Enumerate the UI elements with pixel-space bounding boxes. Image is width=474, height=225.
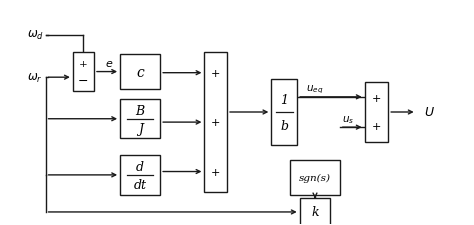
Text: $e$: $e$ [105,58,114,68]
Text: −: − [78,74,89,87]
Bar [120,155,160,195]
Bar [120,100,160,139]
Bar [300,199,330,225]
Text: +: + [211,68,220,78]
Text: sgn(s): sgn(s) [299,173,331,182]
Text: $u_{eq}$: $u_{eq}$ [306,83,323,95]
Text: 1: 1 [280,94,288,107]
Text: dt: dt [134,178,146,191]
Text: $U$: $U$ [424,106,435,119]
Text: $u_s$: $u_s$ [342,113,355,125]
Bar [365,82,388,143]
Text: b: b [280,119,288,132]
Text: +: + [211,167,220,177]
Bar [204,53,227,192]
Text: $\omega_r$: $\omega_r$ [27,71,42,84]
Text: +: + [211,118,220,128]
Text: +: + [372,93,381,104]
Text: J: J [137,122,143,135]
Text: $\omega_d$: $\omega_d$ [27,29,44,42]
Text: B: B [136,104,145,117]
Text: d: d [136,160,144,173]
Bar [73,53,94,92]
Bar [120,55,160,90]
Text: k: k [311,206,319,218]
Text: +: + [372,122,381,132]
Text: c: c [136,65,144,79]
Bar [290,160,340,195]
Text: +: + [79,59,88,68]
Bar [271,79,297,146]
